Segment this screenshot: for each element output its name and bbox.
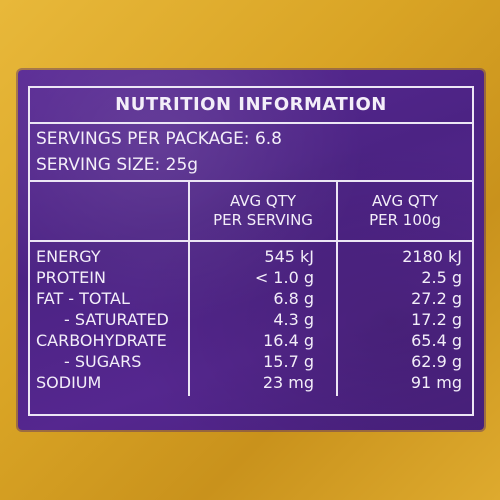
- per-100g-value: 2.5 g: [421, 268, 462, 287]
- per-100g-value: 27.2 g: [411, 289, 462, 308]
- header-label-cell: [30, 182, 190, 240]
- header-per-serving: AVG QTY PER SERVING: [190, 182, 338, 240]
- header-per-serving-line2: PER SERVING: [213, 211, 313, 229]
- nutrient-label: FAT - TOTAL: [36, 289, 130, 308]
- nutrient-labels: ENERGY PROTEIN FAT - TOTAL - SATURATED C…: [30, 242, 190, 396]
- per-serving-value: 6.8 g: [273, 289, 314, 308]
- nutrient-label: SODIUM: [36, 373, 102, 392]
- nutrient-label: PROTEIN: [36, 268, 106, 287]
- per-100g-value: 65.4 g: [411, 331, 462, 350]
- nutrient-label: - SATURATED: [64, 310, 169, 329]
- header-per-100g-line1: AVG QTY: [371, 192, 439, 210]
- serving-info: SERVINGS PER PACKAGE: 6.8 SERVING SIZE: …: [30, 124, 472, 182]
- nutrition-table: NUTRITION INFORMATION SERVINGS PER PACKA…: [28, 86, 474, 416]
- per-100g-value: 17.2 g: [411, 310, 462, 329]
- header-per-serving-line1: AVG QTY: [229, 192, 297, 210]
- per-100g-values: 2180 kJ 2.5 g 27.2 g 17.2 g 65.4 g 62.9 …: [338, 242, 472, 396]
- per-serving-value: 545 kJ: [264, 247, 314, 266]
- nutrient-label: ENERGY: [36, 247, 101, 266]
- purple-label-panel: [18, 70, 484, 430]
- per-serving-value: 16.4 g: [263, 331, 314, 350]
- header-per-100g-line2: PER 100g: [369, 211, 441, 229]
- per-100g-value: 2180 kJ: [402, 247, 462, 266]
- servings-per-package: SERVINGS PER PACKAGE: 6.8: [36, 129, 282, 149]
- table-title: NUTRITION INFORMATION: [30, 88, 472, 124]
- nutrient-label: - SUGARS: [64, 352, 142, 371]
- nutrient-label: CARBOHYDRATE: [36, 331, 167, 350]
- header-per-100g: AVG QTY PER 100g: [338, 182, 472, 240]
- per-100g-value: 62.9 g: [411, 352, 462, 371]
- per-serving-value: < 1.0 g: [254, 268, 314, 287]
- column-header-row: AVG QTY PER SERVING AVG QTY PER 100g: [30, 182, 472, 242]
- per-serving-value: 15.7 g: [263, 352, 314, 371]
- per-serving-value: 23 mg: [262, 373, 314, 392]
- table-body: ENERGY PROTEIN FAT - TOTAL - SATURATED C…: [30, 242, 472, 396]
- per-serving-values: 545 kJ < 1.0 g 6.8 g 4.3 g 16.4 g 15.7 g…: [190, 242, 338, 396]
- per-serving-value: 4.3 g: [273, 310, 314, 329]
- per-100g-value: 91 mg: [410, 373, 462, 392]
- serving-size: SERVING SIZE: 25g: [36, 155, 199, 175]
